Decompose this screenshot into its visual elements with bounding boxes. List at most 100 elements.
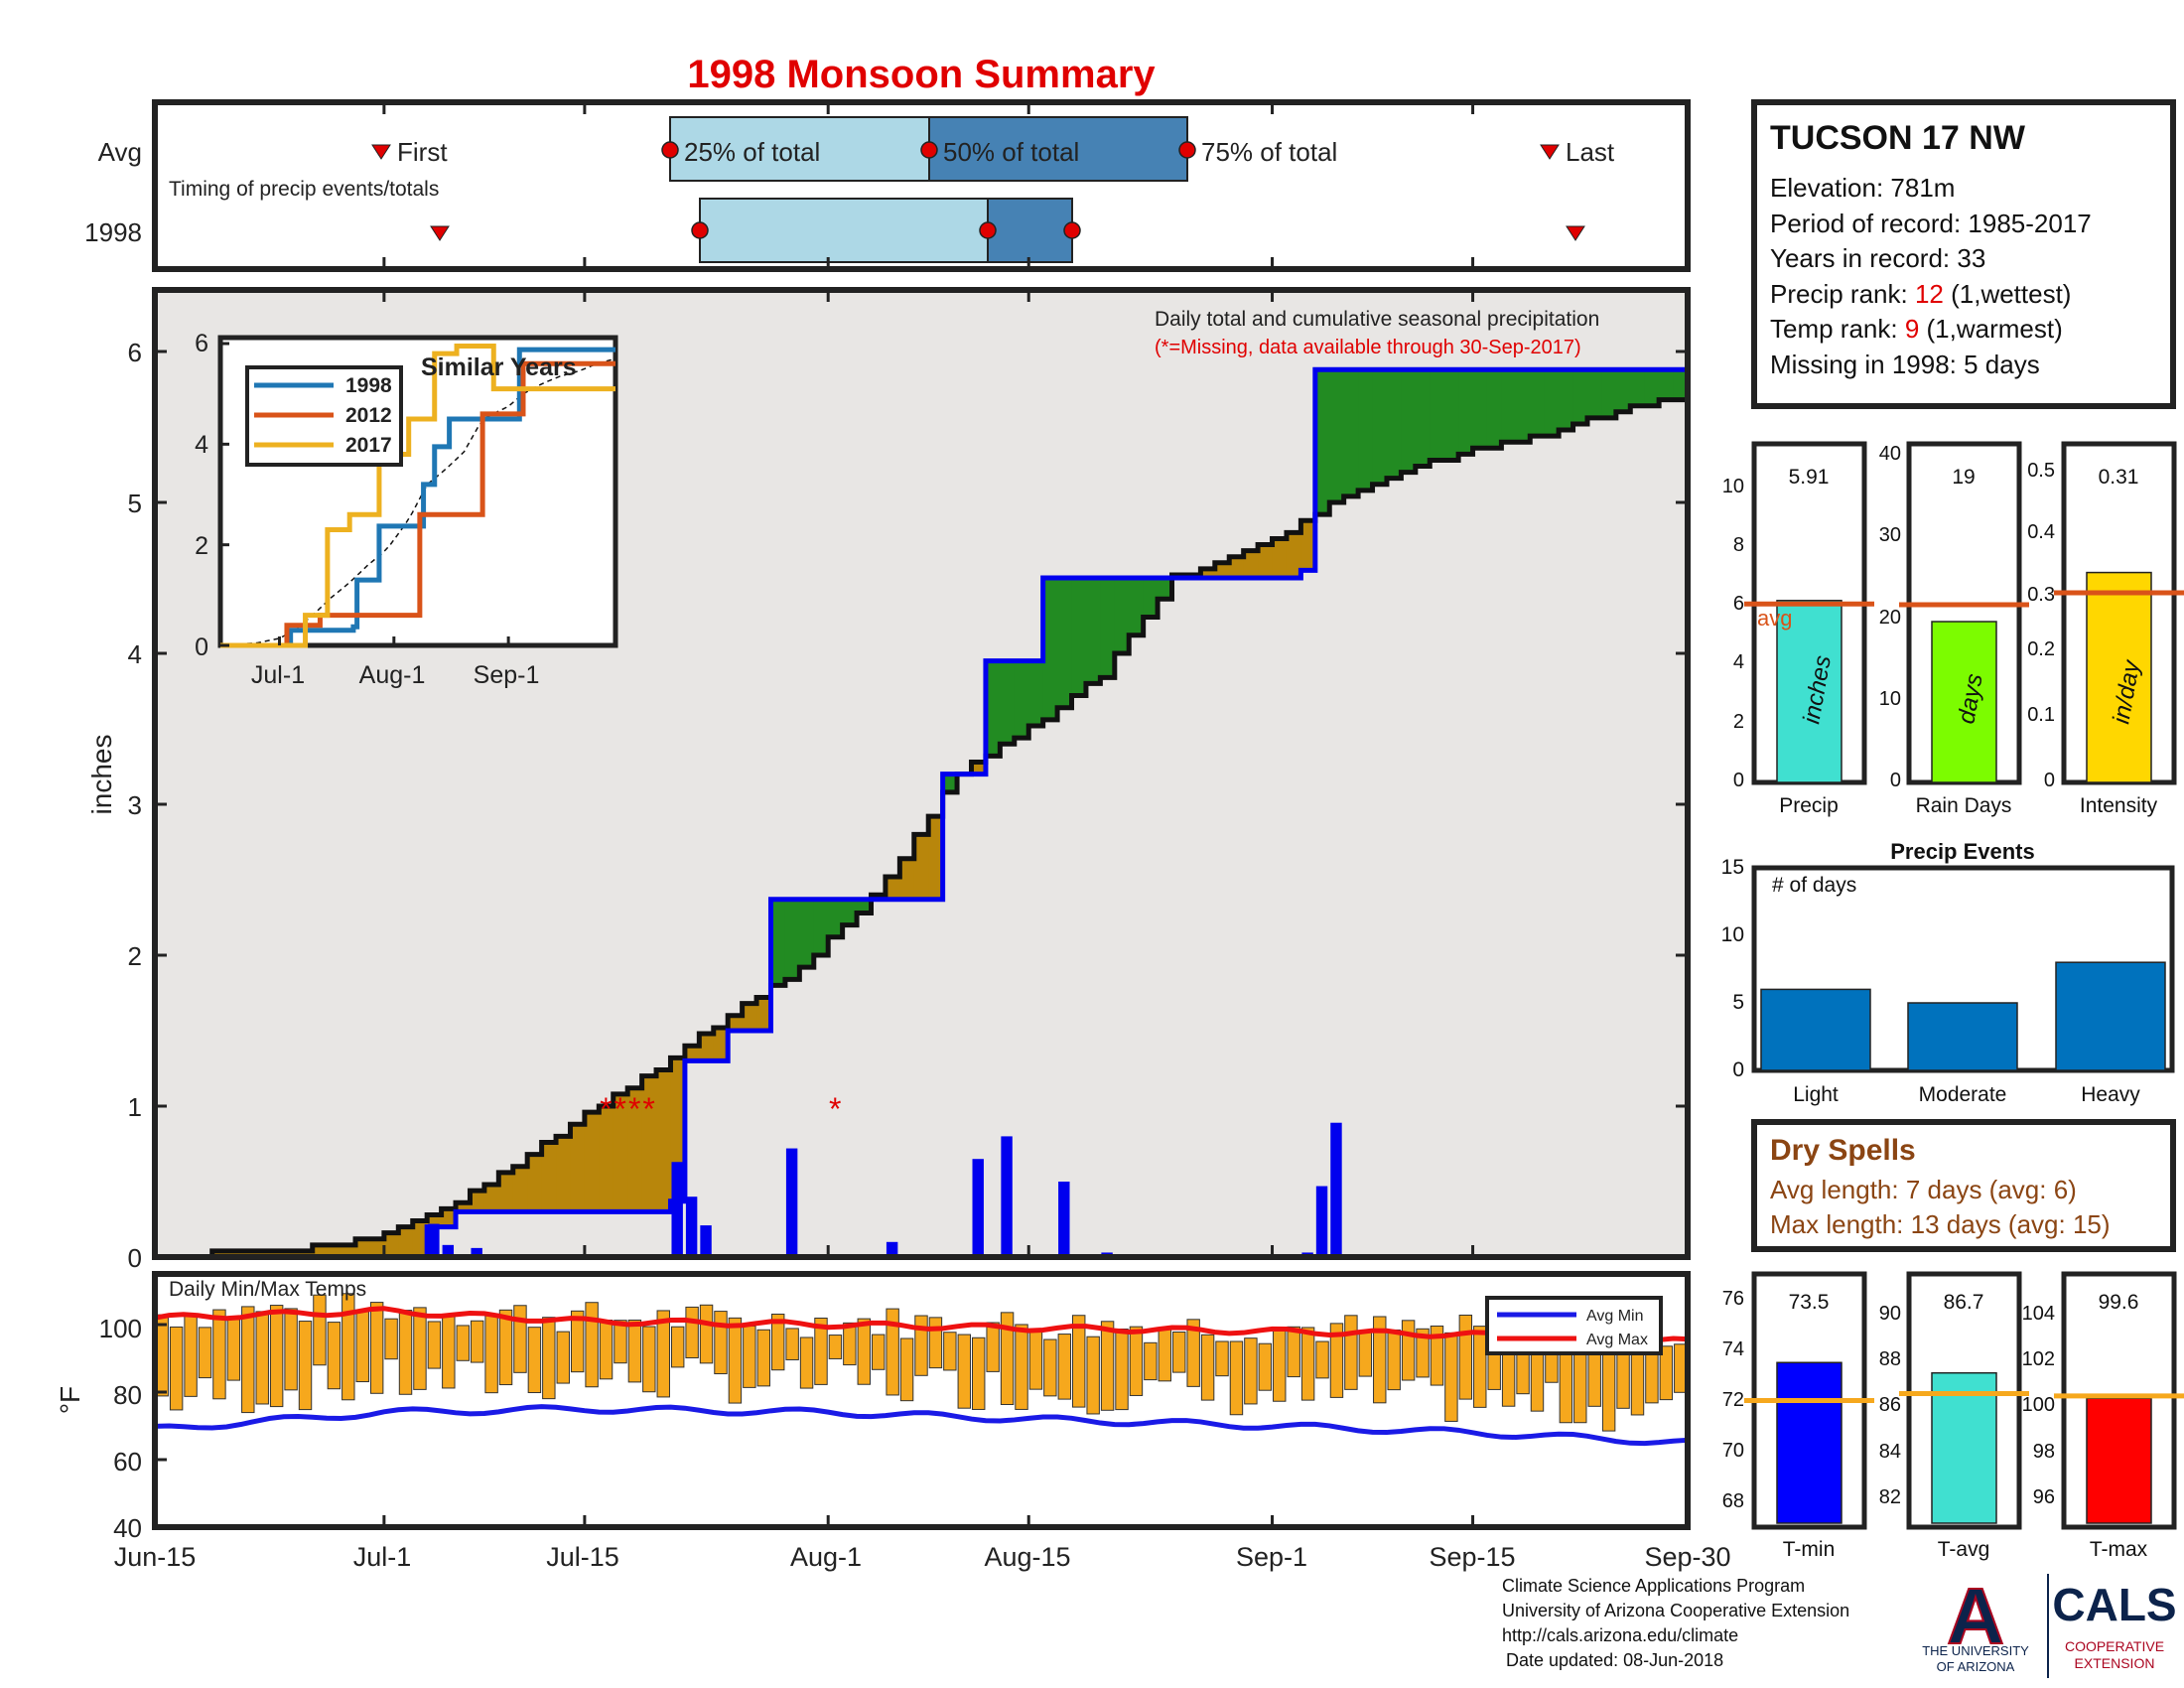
inset-title: Similar Years — [421, 353, 577, 381]
daily-temp-bar — [986, 1322, 1000, 1372]
precip-diff-fill — [1114, 578, 1130, 653]
daily-precip-bar — [428, 1223, 440, 1257]
precip-diff-fill — [1314, 369, 1330, 515]
precip-diff-fill — [1443, 369, 1459, 461]
missing-marker: * — [614, 1091, 626, 1127]
inset-ytick: 2 — [195, 532, 208, 560]
avg-cumulative-line — [155, 397, 1688, 1260]
intensity-mini-ytick: 0.3 — [2027, 584, 2055, 606]
x-tick: Sep-1 — [1236, 1542, 1307, 1572]
precip-diff-fill — [913, 834, 929, 900]
footer: Climate Science Applications Program Uni… — [1502, 1571, 2177, 1678]
mini-bars — [1744, 571, 2184, 783]
precip-mini-ytick: 10 — [1722, 476, 1744, 497]
daily-temp-bar — [728, 1317, 743, 1404]
daily-temp-bar — [1057, 1334, 1072, 1400]
daily-temp-bar — [886, 1308, 899, 1396]
footer-line: University of Arizona Cooperative Extens… — [1502, 1601, 1849, 1620]
precip-diff-fill — [527, 1154, 543, 1212]
daily-temp-bar — [226, 1319, 241, 1381]
timing-row-year: 1998 — [84, 217, 142, 247]
daily-temp-bar — [914, 1315, 928, 1376]
precip-diff-fill — [756, 997, 772, 1031]
events-bar-Heavy — [2055, 961, 2166, 1071]
daily-temp-bar — [1229, 1340, 1244, 1416]
inset-ytick: 6 — [195, 330, 208, 357]
intensity-mini-ytick: 0.4 — [2027, 521, 2055, 543]
precip-diff-fill — [1158, 578, 1173, 600]
intensity-mini-ytick: 0 — [2044, 770, 2055, 791]
daily-temp-bar — [799, 1336, 814, 1389]
precip-diff-fill — [1544, 369, 1560, 437]
temp-ytick: 100 — [99, 1314, 142, 1343]
precip-diff-fill — [842, 899, 858, 925]
daily-temp-bar — [957, 1334, 972, 1409]
daily-temp-bar — [498, 1309, 513, 1386]
tmin-mini-bar — [1776, 1361, 1843, 1524]
daily-temp-bar — [1100, 1321, 1115, 1411]
precip-diff-fill — [928, 816, 944, 900]
inset-ytick: 4 — [195, 431, 208, 459]
similar-years-inset: Similar Years 1998 2012 2017 0 2 4 6 Jul… — [195, 330, 618, 689]
year-cumulative-line — [424, 366, 1688, 1257]
daily-precip-bar — [886, 1241, 898, 1257]
precip-diff-fill — [1071, 578, 1087, 696]
precip-mini-ytick: 2 — [1733, 711, 1744, 733]
temp-mini-series — [1744, 1361, 2184, 1524]
daily-temp-bar — [756, 1329, 770, 1387]
cals-logo-icon: CALS COOPERATIVE EXTENSION — [2052, 1579, 2176, 1671]
daily-temp-bar — [1043, 1338, 1057, 1397]
precip-diff-fill — [1300, 520, 1316, 571]
precip-diff-fill — [971, 762, 987, 774]
precip-ytick: 4 — [128, 639, 142, 669]
precip-diff-fill — [1200, 568, 1216, 578]
missing-marker: * — [829, 1091, 841, 1127]
daily-temp-bar — [1329, 1323, 1344, 1398]
inset-xtick: Jul-1 — [251, 661, 305, 689]
tavg-ytick: 90 — [1879, 1303, 1901, 1325]
daily-temp-bar — [1645, 1346, 1659, 1404]
station-years: Years in record: 33 — [1770, 243, 1985, 273]
daily-temp-bar — [255, 1311, 269, 1405]
daily-temp-bar — [1373, 1316, 1387, 1404]
intensity-mini-label: Intensity — [2080, 794, 2158, 817]
precip-diff-fill — [1343, 369, 1359, 496]
x-tick: Jul-1 — [353, 1542, 412, 1572]
avg-max-line — [154, 1306, 1689, 1345]
avg-75-label: 75% of total — [1201, 137, 1337, 167]
precip-diff-fill — [541, 1142, 557, 1212]
tmin-ytick: 68 — [1722, 1490, 1744, 1512]
precip-diff-fill — [613, 1093, 628, 1212]
precip-diff-fill — [1673, 369, 1689, 400]
daily-temp-bar — [972, 1336, 986, 1410]
daily-temp-bar — [470, 1320, 484, 1363]
precip-frame — [152, 287, 1691, 1260]
precip-diff-fill — [1458, 369, 1474, 455]
daily-temp-bar — [1072, 1315, 1086, 1408]
timing-label: Timing of precip events/totals — [169, 178, 439, 201]
precip-diff-fill — [512, 1166, 528, 1212]
daily-temp-bar — [1659, 1345, 1674, 1401]
precip-diff-fill — [857, 899, 873, 914]
station-elevation: Elevation: 781m — [1770, 173, 1955, 203]
precip-mini-bars: 5.91 19 0.31 inches days in/day avg Prec… — [1722, 441, 2184, 817]
events-bar-Moderate — [1907, 1002, 2018, 1071]
avg-25-marker — [661, 141, 679, 159]
daily-temp-bar — [743, 1325, 756, 1388]
daily-precip-bar — [1315, 1186, 1328, 1257]
daily-temp-bar — [398, 1310, 413, 1395]
temp-mini-bars: 73.5 86.7 99.6 T-min T-avg T-max 68 70 7… — [1722, 1271, 2184, 1561]
daily-temp-bar — [413, 1307, 427, 1390]
tmin-value: 73.5 — [1789, 1291, 1830, 1314]
events-ytick: 15 — [1721, 856, 1744, 879]
precip-header: Daily total and cumulative seasonal prec… — [1155, 308, 1599, 331]
tavg-ytick: 82 — [1879, 1486, 1901, 1508]
daily-temp-bar — [685, 1306, 699, 1359]
precip-diff-fill — [1615, 369, 1631, 412]
precip-diff-fill — [1243, 550, 1259, 578]
avg-last-label: Last — [1566, 137, 1615, 167]
precip-diff-fill — [427, 1214, 443, 1227]
tmax-value: 99.6 — [2099, 1291, 2139, 1314]
precip-mini-ytick: 4 — [1733, 651, 1744, 673]
intensity-mini-ytick: 0.5 — [2027, 460, 2055, 482]
